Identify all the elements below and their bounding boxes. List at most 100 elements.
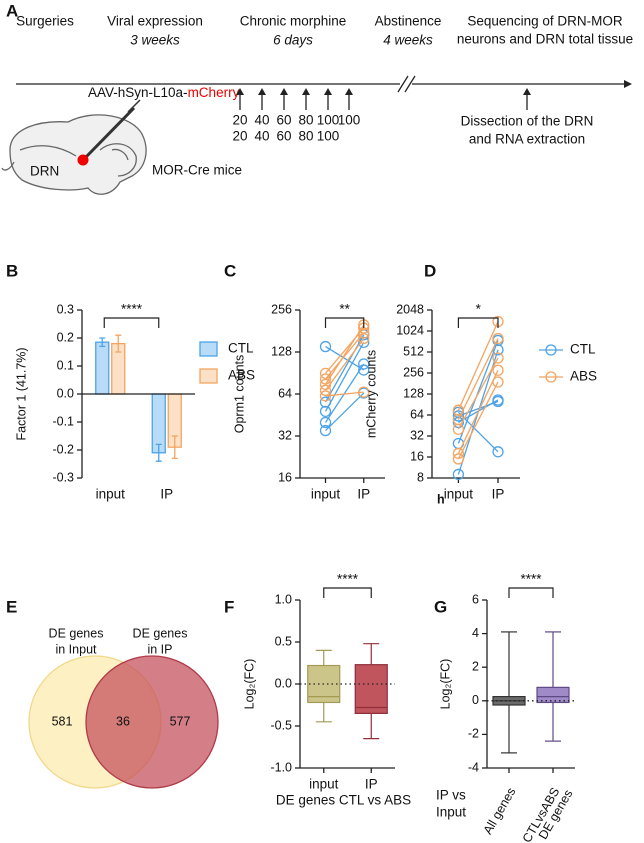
dose-arrowhead [302,88,310,95]
y-tick-label: 0.0 [57,386,74,400]
legend-label: ABS [228,368,255,383]
point [358,332,370,345]
y-axis-label: Factor 1 (41.7%) [14,347,28,440]
significance-bracket [324,317,365,328]
significance-label: ** [339,302,350,317]
pair-line [324,338,365,391]
pair-line [457,357,499,430]
venn-set-label: DE genes [49,626,104,640]
syringe [84,106,136,159]
point [358,386,370,398]
dose: 60 [276,113,291,128]
x-tick-label: input [96,487,126,502]
venn-count: 581 [52,714,73,728]
pair-line [325,346,365,371]
legend-swatch [199,368,218,384]
dose-arrowhead [324,88,332,95]
y-tick-label: 16 [278,470,292,484]
pair-line [325,392,365,432]
event-arrowhead [523,88,531,95]
pair-line [458,400,499,417]
x-tick-label: IP [357,487,370,502]
y-tick-label: 32 [278,428,292,442]
virus: AAV-hSyn-L10a- [88,85,188,100]
dose-arrowhead [258,88,266,95]
point [452,453,465,465]
pair-line [324,363,365,423]
stage: Viral expression [107,14,203,29]
point [319,424,332,437]
error-bar [171,435,178,460]
dose: 20 [232,129,247,144]
mice-label: MOR-Cre mice [152,163,242,178]
dose: 80 [298,113,313,128]
injection-site [77,154,89,166]
y-tick-label: 0.0 [275,676,292,690]
legend-label: CTL [228,341,254,356]
point [452,447,465,460]
dose: 100 [338,113,361,128]
brain-sketch [1,114,147,195]
footnote: h [437,492,445,506]
significance-label: **** [337,572,359,587]
x-tick-label: IP [365,777,378,792]
venn-overlap: 36 [116,714,130,728]
y-axis-label: Oprm1 counts [232,355,246,434]
point [319,396,332,408]
error-bar [155,443,162,462]
dose: 20 [232,113,247,128]
pair-line [457,381,499,460]
panel-letter: A [6,1,18,20]
pair-line [457,411,499,453]
significance-label: **** [121,302,143,317]
x-tick-label: input [311,487,341,502]
dose: 40 [254,129,269,144]
stage: Surgeries [16,14,74,29]
point [452,410,465,422]
y-tick-label: -1.0 [270,760,292,774]
stage-duration: 3 weeks [130,33,180,48]
dose-arrowhead [280,88,288,95]
dose: 60 [276,129,291,144]
pair-line [325,391,364,397]
error-bar [115,334,122,353]
y-tick-label: 256 [271,302,292,316]
stage: Abstinence [375,14,442,29]
stage-duration: 4 weeks [383,33,433,48]
y-axis-label: Log₂(FC) [438,659,452,710]
y-tick-label: -0.1 [52,414,74,428]
y-tick-label: 128 [403,386,424,400]
y-tick-label: 512 [403,344,424,358]
x-tick-label: IP [160,487,173,502]
dose: 100 [317,113,340,128]
dose-arrowhead [236,88,244,95]
legend-swatch [199,341,218,357]
y-axis-label: Log₂(FC) [242,659,256,710]
y-tick-label: 1.0 [275,592,292,606]
pair-line [457,370,499,454]
axis-break [404,75,416,93]
stage-duration: 6 days [273,33,313,48]
y-tick-label: 0.3 [57,302,74,316]
y-tick-label: 64 [278,386,292,400]
x-tick-label: input [444,487,474,502]
point [492,446,504,458]
stage: neurons and DRN total tissue [457,32,633,47]
y-tick-label: 128 [271,344,292,358]
panel-letter: D [424,261,436,280]
pair-line [325,332,365,380]
point [452,404,465,416]
point [319,340,332,353]
point [319,390,332,402]
panel-letter: B [6,261,18,280]
legend-label: CTL [570,342,596,357]
point [319,405,332,418]
legend-marker [545,371,557,383]
point [492,364,504,376]
y-tick-label: 4 [472,626,479,640]
panel-letter: C [224,261,236,280]
event-label: Dissection of the DRN [461,114,594,129]
virus-label: AAV-hSyn-L10a-mCherry [88,85,240,100]
x-tick-label: IP [492,487,505,502]
